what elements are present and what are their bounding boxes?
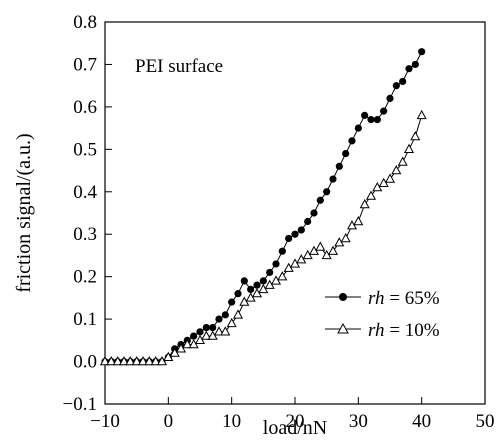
- data-point: [373, 116, 381, 124]
- x-tick-label: −10: [90, 411, 120, 432]
- data-point: [272, 260, 280, 268]
- data-point: [213, 326, 225, 336]
- data-point: [310, 209, 318, 217]
- data-point: [316, 196, 324, 204]
- data-point: [392, 82, 400, 90]
- data-point: [232, 309, 244, 319]
- data-point: [259, 277, 267, 285]
- series-1: [99, 109, 427, 366]
- data-point: [315, 241, 326, 251]
- x-tick-label: 0: [164, 411, 174, 432]
- data-point: [397, 156, 408, 166]
- y-tick-label: 0.0: [73, 352, 97, 373]
- x-axis-title: load/nN: [263, 417, 327, 439]
- x-tick-label: 30: [349, 411, 368, 432]
- data-point: [137, 356, 149, 366]
- data-point: [359, 198, 370, 209]
- data-point: [411, 60, 419, 69]
- y-tick-label: 0.2: [73, 267, 97, 288]
- axes: −10 0 10 20 30 40 50 −0.1 0.0 0.1 0.2 0.3 0.4 0.5 0.6 0…: [63, 12, 495, 432]
- data-point: [405, 65, 413, 73]
- x-tick-label: 50: [476, 411, 495, 432]
- legend-label-rh10: rh = 10%: [368, 320, 440, 341]
- data-point: [342, 149, 350, 158]
- y-tick-label: 0.4: [73, 182, 97, 203]
- data-point: [240, 277, 248, 285]
- y-tick-label: 0.7: [73, 54, 97, 75]
- legend-label-rh65: rh = 65%: [368, 288, 440, 309]
- x-tick-label: 40: [412, 411, 431, 432]
- data-point: [416, 109, 427, 120]
- data-point: [384, 173, 396, 183]
- data-point: [391, 165, 402, 175]
- data-point: [220, 326, 231, 336]
- data-point: [202, 324, 210, 332]
- y-tick-label: 0.6: [73, 97, 97, 118]
- data-point: [253, 281, 261, 289]
- data-point: [304, 217, 312, 226]
- y-axis-title: friction signal/(a.u.): [13, 133, 35, 292]
- y-tick-label: 0.5: [73, 139, 97, 160]
- y-tick-label: 0.3: [73, 224, 97, 245]
- x-tick-label: 20: [286, 411, 305, 432]
- data-point: [354, 124, 362, 132]
- data-point: [277, 271, 288, 281]
- data-point: [144, 356, 155, 366]
- data-point: [418, 48, 426, 56]
- data-point: [247, 285, 255, 293]
- data-point: [106, 356, 117, 366]
- data-point: [403, 143, 415, 153]
- data-point: [361, 111, 369, 119]
- data-point: [125, 356, 136, 366]
- data-point: [228, 298, 236, 306]
- data-point: [196, 328, 204, 336]
- legend: rh = 65% rh = 10%: [325, 288, 440, 341]
- data-point: [221, 311, 229, 319]
- surface-annotation: PEI surface: [135, 56, 223, 77]
- data-point: [150, 356, 161, 366]
- y-tick-label: 0.8: [73, 12, 97, 33]
- data-point: [215, 315, 223, 323]
- y-tick-label: 0.1: [73, 309, 97, 330]
- data-point: [182, 339, 193, 349]
- x-tick-label: 10: [222, 411, 241, 432]
- data-point: [380, 107, 388, 115]
- data-point: [226, 317, 237, 328]
- data-point: [329, 175, 337, 183]
- data-point: [190, 332, 198, 340]
- data-point: [201, 330, 212, 340]
- data-point: [131, 356, 142, 366]
- data-point: [399, 77, 407, 86]
- data-point: [327, 245, 339, 255]
- data-point: [340, 232, 351, 243]
- plot-frame: [104, 21, 486, 405]
- legend-marker-rh65: [339, 293, 347, 301]
- data-point: [323, 188, 331, 196]
- data-point: [410, 131, 421, 141]
- data-point: [99, 356, 111, 366]
- data-point: [335, 162, 343, 170]
- series-line: [105, 51, 423, 363]
- legend-marker-rh10: [337, 322, 349, 334]
- data-point: [118, 356, 130, 366]
- data-point: [285, 234, 293, 243]
- data-point: [367, 116, 375, 124]
- data-point: [348, 137, 356, 145]
- data-point: [365, 190, 377, 200]
- series-0: [101, 48, 426, 366]
- data-point: [112, 356, 123, 366]
- data-point: [278, 247, 286, 255]
- data-point: [209, 324, 217, 332]
- data-point: [297, 226, 305, 234]
- data-point: [386, 94, 394, 102]
- data-point: [353, 215, 364, 226]
- data-point: [234, 290, 242, 298]
- data-point: [291, 230, 299, 238]
- y-tick-label: −0.1: [63, 394, 97, 415]
- series-layer: [99, 48, 427, 366]
- data-point: [266, 268, 274, 277]
